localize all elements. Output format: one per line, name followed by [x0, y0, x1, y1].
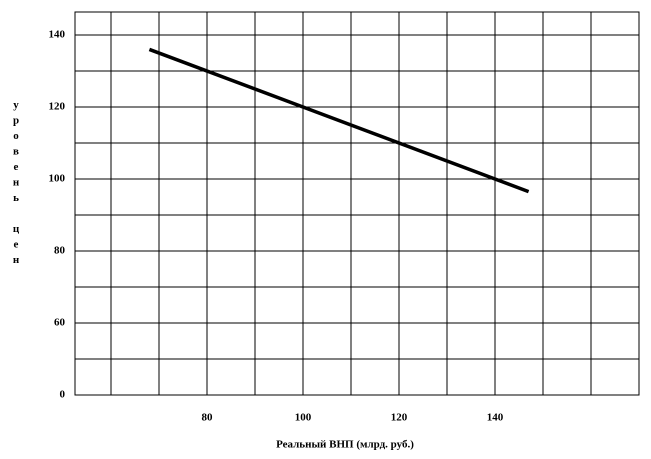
x-tick-label: 100	[295, 412, 312, 424]
y-axis-title-char: р	[13, 114, 19, 126]
y-tick-label: 120	[49, 101, 66, 113]
y-tick-label: 80	[54, 245, 66, 257]
y-axis-title-char: е	[14, 161, 19, 173]
x-axis-title: Реальный ВНП (млрд. руб.)	[276, 439, 414, 451]
data-line	[148, 47, 530, 194]
y-axis-title-char: в	[13, 145, 19, 157]
y-axis-title-char: о	[13, 130, 19, 142]
y-axis-title-char: ь	[13, 192, 19, 204]
x-tick-label: 120	[391, 412, 408, 424]
y-tick-label: 60	[54, 317, 66, 329]
x-tick-label: 80	[202, 412, 214, 424]
y-axis-title-char: е	[14, 238, 19, 250]
y-tick-label: 140	[49, 29, 66, 41]
x-tick-label: 140	[487, 412, 504, 424]
y-tick-label: 100	[49, 173, 66, 185]
plot-frame	[74, 11, 640, 396]
y-axis-title-char: у	[13, 99, 19, 111]
y-axis-title-char: ц	[13, 223, 20, 235]
y-axis-title-char	[15, 207, 18, 219]
y-tick-label: 0	[60, 389, 66, 401]
y-axis-title-char: н	[13, 176, 20, 188]
y-axis-title-char: н	[13, 254, 20, 266]
